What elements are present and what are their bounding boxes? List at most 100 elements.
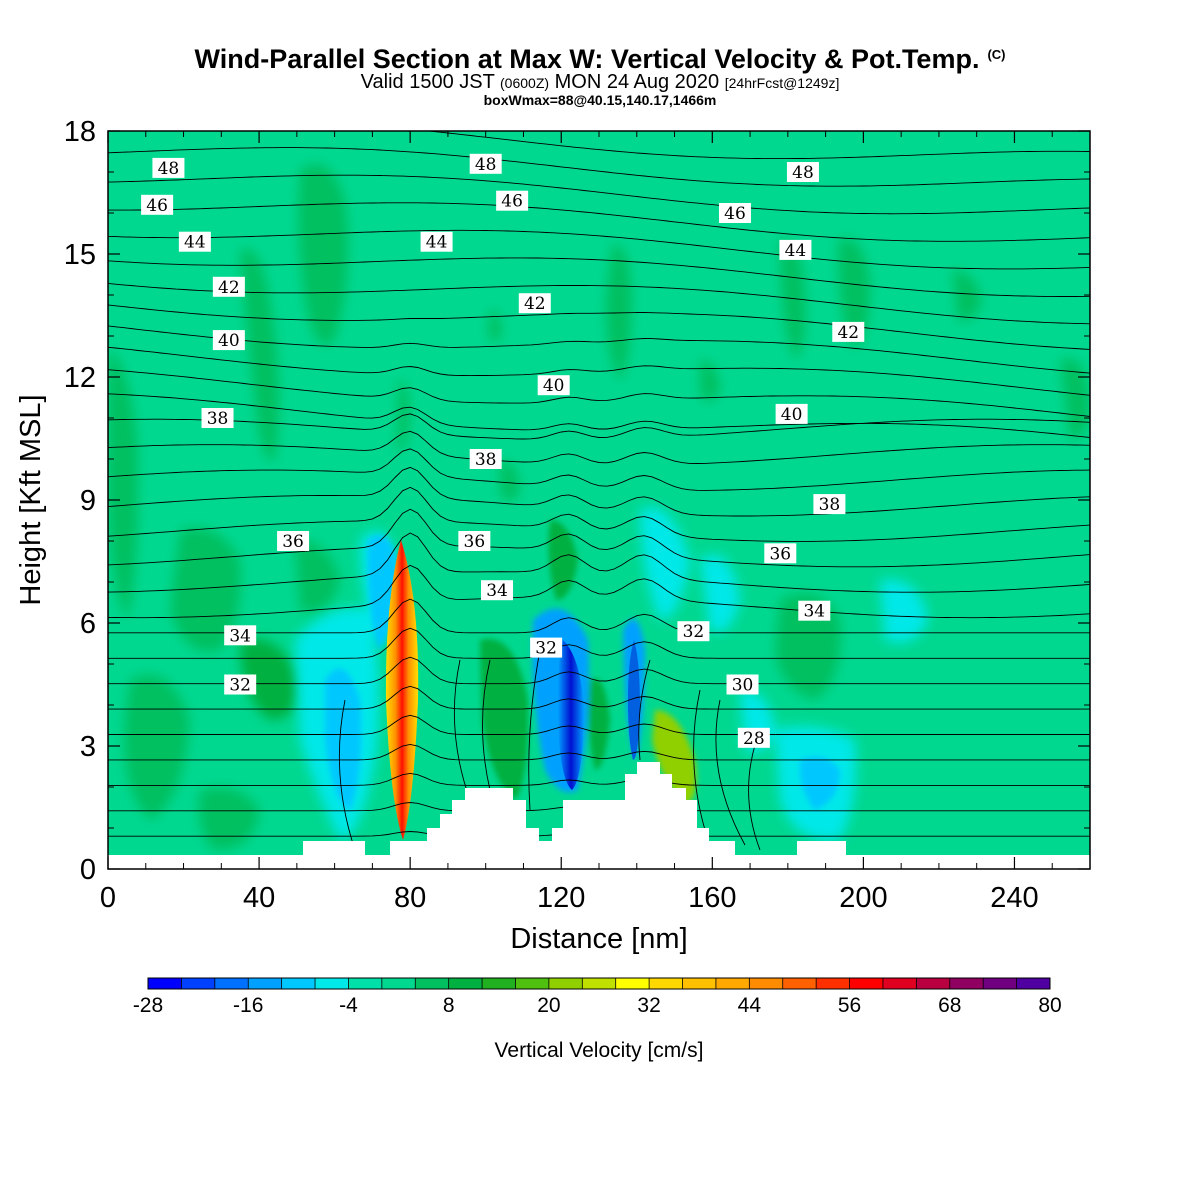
colorbar-tick-label: 44	[738, 994, 762, 1017]
updraft-area	[488, 310, 502, 343]
colorbar-swatch	[315, 978, 349, 989]
main-cores	[385, 540, 640, 840]
theta-contour	[108, 282, 1090, 325]
chart-title-mark: (C)	[987, 47, 1006, 62]
contour-label: 38	[207, 409, 229, 429]
colorbar-swatch	[482, 978, 516, 989]
contour-label: 46	[146, 196, 168, 216]
colorbar-tick-label: 8	[443, 994, 455, 1017]
colorbar-swatch	[949, 978, 984, 989]
x-tick-label: 200	[839, 882, 887, 914]
terrain	[108, 762, 1090, 869]
updraft-area	[170, 528, 241, 652]
theta-contour	[108, 466, 1090, 517]
contour-label: 40	[781, 405, 803, 425]
colorbar-swatch	[148, 978, 182, 989]
theta-contour	[108, 393, 1090, 438]
colorbar	[147, 977, 1051, 990]
colorbar-swatch	[882, 978, 917, 989]
theta-contour	[108, 257, 1090, 297]
theta-contour-vertical	[748, 744, 761, 851]
theta-contour	[108, 413, 1090, 440]
chart-title: Wind-Parallel Section at Max W: Vertical…	[0, 44, 1200, 75]
contour-label: 40	[218, 331, 240, 351]
contour-label-bg	[530, 637, 563, 658]
theta-contour	[108, 369, 1090, 417]
updraft-area	[295, 540, 340, 612]
subtitle-utc: (0600Z)	[500, 75, 550, 91]
colorbar-swatch	[381, 978, 416, 989]
contour-label-bg	[786, 162, 819, 182]
y-tick-label: 3	[80, 731, 96, 763]
subtitle-date: MON 24 Aug 2020	[554, 71, 720, 93]
colorbar-tick-label: 56	[838, 994, 861, 1017]
colorbar-swatch	[983, 978, 1017, 989]
updraft-area	[199, 787, 260, 850]
theta-contour	[108, 147, 1090, 187]
colorbar-swatch	[548, 978, 583, 989]
colorbar-swatch	[281, 978, 316, 989]
colorbar-tick-label: -4	[339, 994, 358, 1017]
contour-label-bg	[481, 580, 514, 601]
contour-label: 48	[792, 163, 814, 183]
contour-label: 36	[282, 532, 304, 552]
contour-label-bg	[537, 375, 570, 396]
y-tick-label: 18	[64, 116, 96, 148]
colorbar-swatch	[749, 978, 784, 989]
x-axis-label: Distance [nm]	[510, 923, 687, 955]
contour-label: 32	[535, 639, 557, 659]
x-tick-label: 120	[537, 882, 585, 914]
contour-label: 44	[426, 233, 448, 253]
theta-contour	[108, 174, 1090, 215]
colorbar-swatch	[615, 978, 650, 989]
contour-label: 36	[769, 544, 791, 564]
contour-label-bg	[798, 600, 831, 621]
downdraft-area	[880, 579, 928, 643]
chart-subtitle: Valid 1500 JST (0600Z) MON 24 Aug 2020 […	[0, 72, 1200, 93]
contour-label: 40	[543, 376, 565, 396]
contour-label: 32	[683, 622, 705, 642]
contour-label: 32	[229, 676, 251, 696]
updraft-area	[124, 675, 190, 820]
downdraft-area	[799, 756, 840, 810]
contour-label-bg	[737, 727, 770, 748]
contour-label: 28	[743, 729, 765, 749]
theta-contour-vertical	[528, 649, 541, 811]
chart-title-text: Wind-Parallel Section at Max W: Vertical…	[194, 44, 980, 74]
colorbar-swatch	[448, 978, 483, 989]
contour-label: 46	[501, 192, 523, 212]
colorbar-swatch	[1016, 978, 1051, 989]
colorbar-swatch	[415, 978, 450, 989]
colorbar-swatch	[582, 978, 617, 989]
contour-label-bg	[718, 203, 751, 223]
colorbar-tick-label: 32	[637, 994, 660, 1017]
y-tick-label: 12	[64, 362, 96, 394]
y-tick-label: 15	[64, 239, 96, 271]
theta-contour	[108, 685, 1090, 710]
contour-label-bg	[832, 321, 865, 342]
contour-label: 30	[732, 676, 754, 696]
contour-label-bg	[726, 674, 759, 695]
theta-contour	[108, 229, 1090, 270]
downdraft-area	[700, 555, 740, 632]
contour-label-bg	[779, 239, 812, 260]
colorbar-swatch	[649, 978, 683, 989]
contour-label: 34	[229, 626, 251, 646]
updraft-area	[500, 460, 520, 502]
contour-label: 44	[785, 241, 807, 261]
contour-label-bg	[212, 276, 245, 297]
y-tick-label: 6	[80, 608, 96, 640]
contour-label: 34	[803, 602, 825, 622]
contour-label-bg	[152, 157, 185, 178]
theta-contour-vertical	[338, 699, 356, 851]
contour-label-bg	[469, 449, 502, 469]
x-tick-label: 40	[243, 882, 275, 914]
downdraft-area	[640, 507, 690, 620]
contour-label-bg	[813, 494, 846, 515]
contour-label-bg	[677, 621, 710, 642]
theta-contour	[108, 627, 1090, 659]
theta-contour	[108, 564, 1090, 619]
x-tick-label: 80	[394, 882, 426, 914]
contour-label-bg	[420, 231, 453, 252]
